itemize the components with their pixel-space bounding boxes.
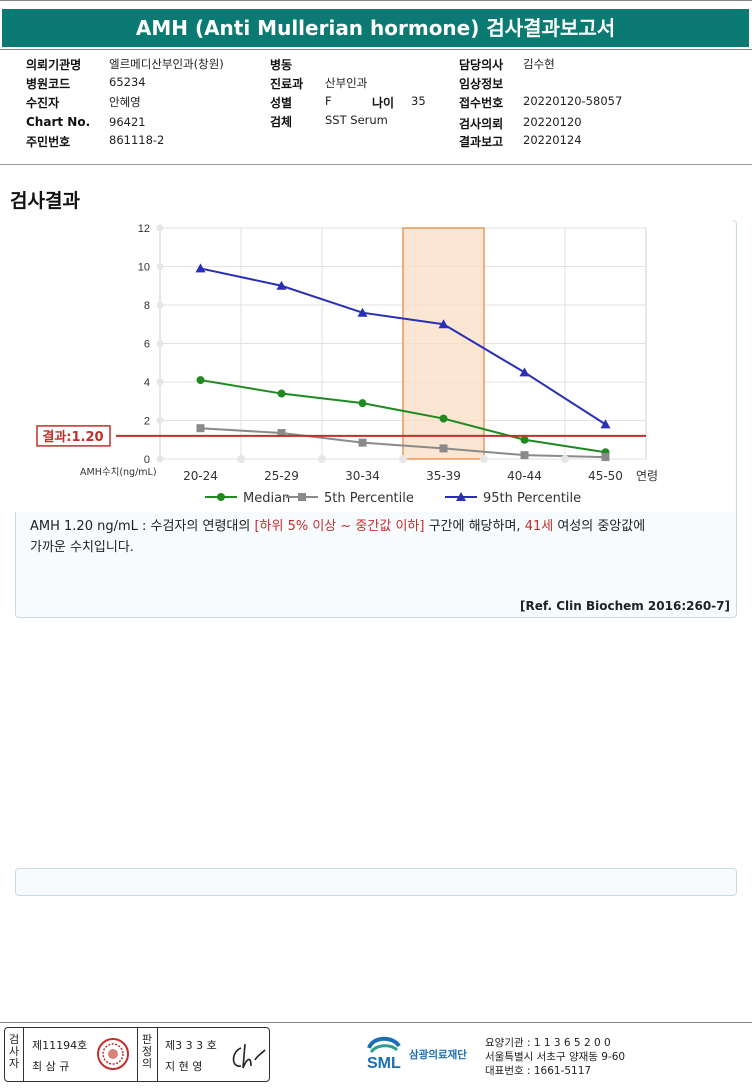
info-label: 병동: [270, 58, 293, 72]
info-value: 65234: [109, 75, 146, 89]
org-code: 요양기관 : 1 1 3 6 5 2 0 0: [485, 1037, 611, 1049]
result-description: AMH 1.20 ng/mL : 수검자의 연령대의 [하위 5% 이상 ~ 중…: [30, 516, 730, 558]
info-value: 안혜영: [109, 95, 141, 109]
info-label: 성별: [270, 96, 293, 110]
info-value: 산부인과: [325, 76, 368, 90]
reference: [Ref. Clin Biochem 2016:260-7]: [520, 599, 730, 613]
info-label: 담당의사: [459, 58, 504, 72]
info-label: 병원코드: [26, 77, 71, 91]
info-value: 20220120-58057: [523, 94, 623, 108]
info-label: 수진자: [26, 96, 60, 110]
judge-name: 지 현 영: [165, 1060, 203, 1073]
info-label: 의뢰기관명: [26, 58, 82, 72]
description-text: 가까운 수치입니다.: [30, 540, 134, 555]
description-text: AMH 1.20 ng/mL : 수검자의 연령대의: [30, 519, 255, 534]
examiner-name: 최 삼 규: [32, 1060, 70, 1073]
svg-text:삼광의료재단: 삼광의료재단: [409, 1048, 467, 1061]
info-label: 진료과: [270, 77, 304, 91]
judge-license: 제3 3 3 호: [165, 1039, 217, 1052]
patient-info-panel: 의뢰기관명 엘르메디산부인과(창원) 병원코드 65234 수진자 안혜영 Ch…: [0, 52, 752, 165]
info-label: Chart No.: [26, 115, 91, 129]
info-value: F: [325, 94, 332, 108]
info-value: 96421: [109, 115, 146, 129]
info-value: 20220124: [523, 133, 582, 147]
age-label: 나이: [372, 96, 395, 110]
info-value: 20220120: [523, 115, 582, 129]
info-label: 검체: [270, 115, 293, 129]
description-highlight: [하위 5% 이상 ~ 중간값 이하]: [254, 519, 425, 534]
info-label: 접수번호: [459, 96, 504, 110]
handwritten-signature: [232, 1043, 266, 1069]
section-title: 검사결과: [10, 190, 80, 212]
info-label: 검사의뢰: [459, 117, 504, 131]
description-text: 여성의 중앙값에: [553, 519, 646, 534]
footer-divider: [0, 1022, 752, 1023]
comment-box: [15, 868, 737, 896]
organization-info: 요양기관 : 1 1 3 6 5 2 0 0 서울특별시 서초구 양재동 9-6…: [485, 1036, 625, 1078]
seal-stamp: [97, 1038, 129, 1070]
age-value: 35: [411, 94, 426, 108]
info-label: 임상정보: [459, 77, 504, 91]
info-label: 결과보고: [459, 135, 504, 149]
svg-text:SML: SML: [367, 1055, 401, 1072]
info-label: 주민번호: [26, 135, 71, 149]
org-phone: 대표번호 : 1661-5117: [485, 1065, 592, 1077]
info-value: 엘르메디산부인과(창원): [109, 57, 224, 71]
chart-area: [15, 220, 735, 512]
description-age: 41세: [524, 519, 554, 534]
report-title: AMH (Anti Mullerian hormone) 검사결과보고서: [2, 9, 749, 47]
description-text: 구간에 해당하며,: [424, 519, 525, 534]
sml-logo: SML 삼광의료재단: [365, 1034, 480, 1078]
info-value: SST Serum: [325, 113, 388, 127]
org-address: 서울특별시 서초구 양재동 9-60: [485, 1051, 626, 1063]
report-title-bar: AMH (Anti Mullerian hormone) 검사결과보고서: [0, 0, 752, 50]
info-value: 861118-2: [109, 133, 165, 147]
examiner-license: 제11194호: [32, 1039, 88, 1052]
info-value: 김수현: [523, 57, 555, 71]
